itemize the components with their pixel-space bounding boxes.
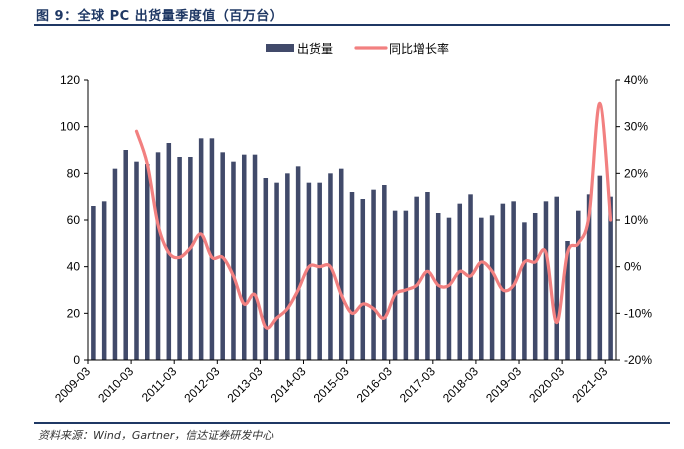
bar-q26 — [371, 189, 376, 360]
bar-q0 — [91, 206, 96, 360]
left-tick-label: 40 — [67, 260, 81, 274]
x-tick-label: 2015-03 — [311, 364, 352, 405]
figure-title: 图 9：全球 PC 出货量季度值（百万台） — [36, 9, 284, 24]
bar-q14 — [241, 154, 247, 360]
left-tick-label: 20 — [67, 306, 81, 320]
right-tick-label: 0% — [624, 260, 642, 274]
bar-q6 — [155, 152, 161, 360]
bar-q19 — [295, 166, 301, 360]
x-tick-label: 2019-03 — [483, 364, 524, 405]
bar-q1 — [101, 201, 107, 360]
bar-q2 — [112, 168, 118, 360]
right-tick-label: -10% — [624, 306, 652, 320]
bar-q36 — [479, 217, 484, 360]
bar-q3 — [123, 150, 128, 360]
bar-q29 — [403, 210, 409, 360]
bar-q40 — [522, 222, 527, 360]
left-tick-label: 80 — [67, 166, 81, 180]
x-tick-label: 2009-03 — [52, 364, 93, 405]
legend-line-label: 同比增长率 — [389, 41, 449, 56]
x-tick-label: 2012-03 — [181, 364, 222, 405]
bar-q13 — [231, 161, 236, 360]
left-tick-label: 120 — [60, 73, 80, 87]
bar-q17 — [274, 182, 279, 360]
bar-q21 — [317, 182, 322, 360]
bar-q9 — [188, 157, 193, 360]
right-tick-label: 40% — [624, 73, 648, 87]
right-tick-label: -20% — [624, 353, 652, 367]
bar-q23 — [338, 168, 344, 360]
bar-q20 — [306, 182, 312, 360]
bar-q38 — [500, 203, 506, 360]
bar-q47 — [597, 175, 603, 360]
x-tick-label: 2017-03 — [397, 364, 438, 405]
bar-q15 — [252, 154, 258, 360]
right-tick-label: 20% — [624, 166, 648, 180]
bar-q11 — [209, 138, 215, 360]
left-tick-label: 100 — [60, 120, 80, 134]
bar-q24 — [349, 192, 355, 360]
bar-series — [91, 138, 613, 360]
right-tick-label: 10% — [624, 213, 648, 227]
bar-q4 — [134, 161, 139, 360]
growth-line — [134, 101, 613, 330]
bar-q37 — [489, 215, 495, 360]
x-tick-label: 2020-03 — [526, 364, 567, 405]
left-tick-label: 0 — [73, 353, 80, 367]
x-tick-label: 2021-03 — [569, 364, 610, 405]
bar-q33 — [446, 217, 452, 360]
source-note: 资料来源：Wind，Gartner，信达证券研发中心 — [38, 429, 274, 442]
x-tick-label: 2014-03 — [268, 364, 309, 405]
bar-q10 — [198, 138, 204, 360]
source-rule — [34, 422, 670, 424]
bar-q45 — [576, 210, 581, 360]
x-tick-label: 2013-03 — [224, 364, 265, 405]
bar-q44 — [565, 241, 570, 360]
legend: 出货量 同比增长率 — [266, 41, 449, 56]
bar-q18 — [285, 173, 290, 360]
bar-q16 — [263, 178, 269, 360]
x-tick-label: 2018-03 — [440, 364, 481, 405]
bar-q25 — [360, 199, 366, 360]
right-tick-label: 30% — [624, 120, 648, 134]
legend-bar-swatch — [266, 44, 294, 52]
x-tick-label: 2011-03 — [139, 364, 180, 405]
bar-q27 — [382, 185, 387, 360]
bar-q48 — [608, 196, 613, 360]
x-tick-label: 2016-03 — [354, 364, 395, 405]
bar-q34 — [457, 203, 463, 360]
bar-q5 — [145, 164, 150, 360]
bar-q42 — [543, 201, 549, 360]
bar-q28 — [392, 210, 398, 360]
bar-q41 — [532, 213, 538, 360]
bar-q46 — [586, 194, 592, 360]
x-tick-label: 2010-03 — [95, 364, 136, 405]
bar-q30 — [414, 196, 419, 360]
bar-q39 — [511, 201, 516, 360]
title-rule — [34, 24, 670, 26]
bar-q31 — [425, 192, 430, 360]
legend-bar-label: 出货量 — [297, 41, 333, 56]
left-tick-label: 60 — [67, 213, 81, 227]
bar-q43 — [554, 196, 559, 360]
